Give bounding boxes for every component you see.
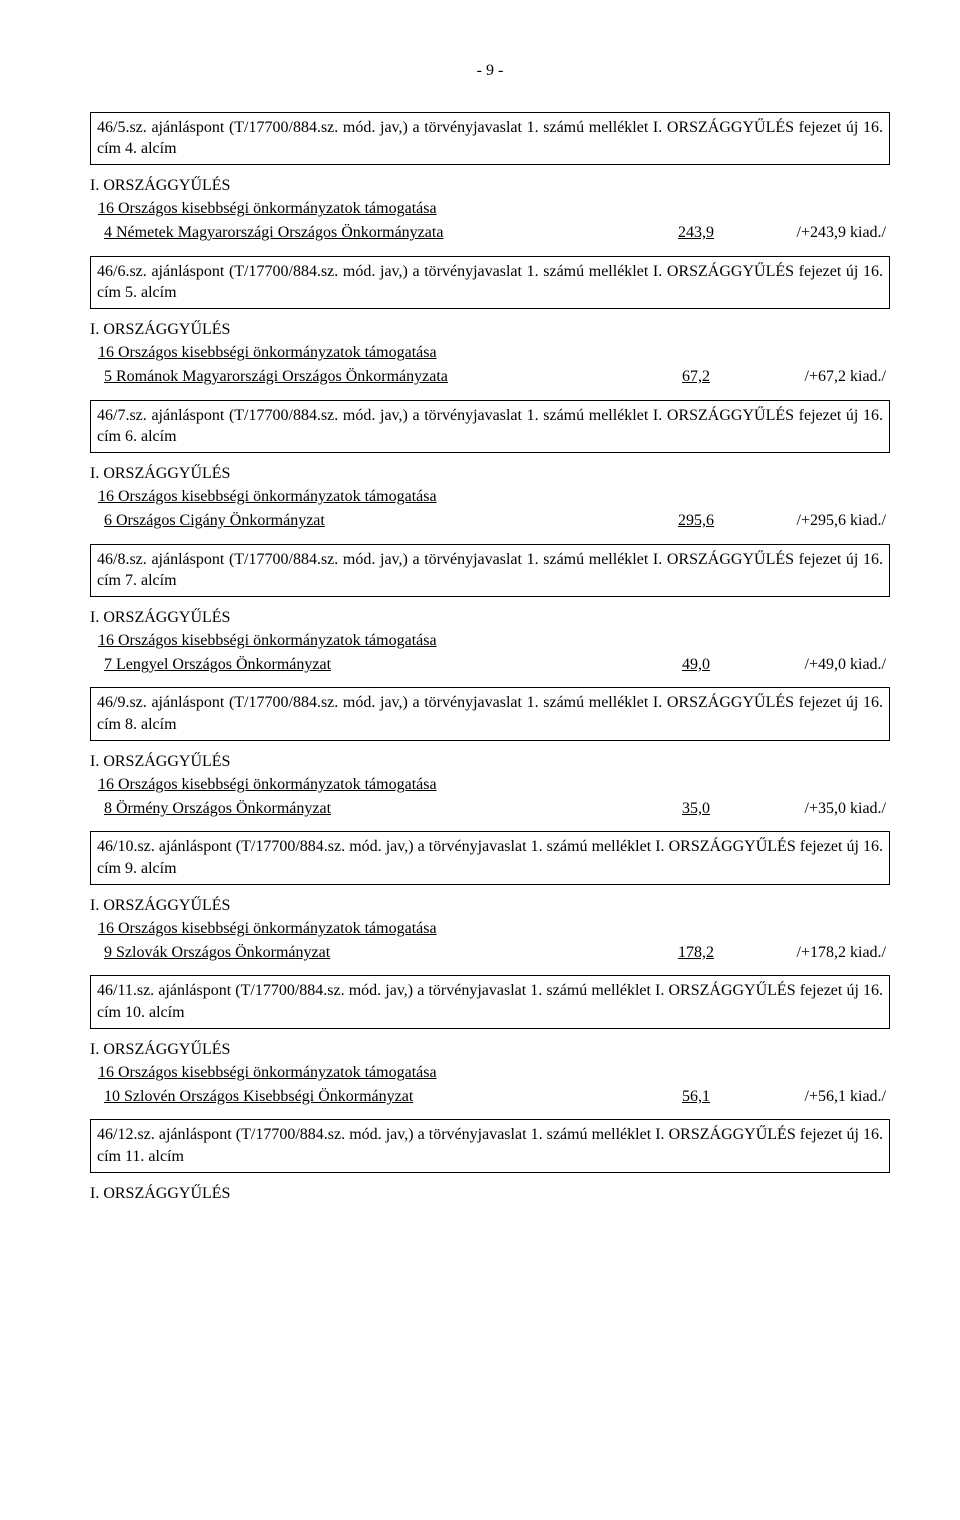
data-row: 10 Szlovén Országos Kisebbségi Önkormány…	[90, 1086, 890, 1108]
ref-number: 46/10.sz.	[97, 838, 155, 855]
ref-box: 46/12.sz. ajánláspont (T/17700/884.sz. m…	[90, 1119, 890, 1172]
detail-value: 178,2	[636, 942, 756, 964]
section-header: I. ORSZÁGGYŰLÉS	[90, 895, 890, 917]
support-line: 16 Országos kisebbségi önkormányzatok tá…	[90, 774, 890, 796]
ref-text: ajánláspont (T/17700/884.sz. mód. jav,) …	[97, 407, 883, 446]
page-number: - 9 -	[90, 60, 890, 82]
detail-value: 56,1	[636, 1086, 756, 1108]
ref-box: 46/7.sz. ajánláspont (T/17700/884.sz. mó…	[90, 400, 890, 453]
support-line: 16 Országos kisebbségi önkormányzatok tá…	[90, 1062, 890, 1084]
ref-number: 46/9.sz.	[97, 694, 147, 711]
detail-change: /+178,2 kiad./	[756, 942, 890, 964]
detail-value: 295,6	[636, 510, 756, 532]
ref-number: 46/11.sz.	[97, 982, 154, 999]
section-header: I. ORSZÁGGYŰLÉS	[90, 751, 890, 773]
ref-cim: 11. alcím	[125, 1148, 184, 1165]
detail-label: 6 Országos Cigány Önkormányzat	[90, 510, 636, 532]
ref-cim: 10. alcím	[125, 1004, 185, 1021]
ref-text: ajánláspont (T/17700/884.sz. mód. jav,) …	[97, 838, 883, 877]
ref-cim: 8. alcím	[125, 716, 177, 733]
detail-label: 5 Románok Magyarországi Országos Önkormá…	[90, 366, 636, 388]
ref-box: 46/8.sz. ajánláspont (T/17700/884.sz. mó…	[90, 544, 890, 597]
detail-label: 8 Örmény Országos Önkormányzat	[90, 798, 636, 820]
detail-change: /+35,0 kiad./	[756, 798, 890, 820]
data-row: 6 Országos Cigány Önkormányzat 295,6 /+2…	[90, 510, 890, 532]
section-header: I. ORSZÁGGYŰLÉS	[90, 1039, 890, 1061]
detail-label: 10 Szlovén Országos Kisebbségi Önkormány…	[90, 1086, 636, 1108]
detail-value: 67,2	[636, 366, 756, 388]
ref-box: 46/10.sz. ajánláspont (T/17700/884.sz. m…	[90, 831, 890, 884]
ref-box: 46/9.sz. ajánláspont (T/17700/884.sz. mó…	[90, 687, 890, 740]
ref-cim: 5. alcím	[125, 284, 177, 301]
detail-change: /+56,1 kiad./	[756, 1086, 890, 1108]
detail-label: 4 Németek Magyarországi Országos Önkormá…	[90, 222, 636, 244]
support-line: 16 Országos kisebbségi önkormányzatok tá…	[90, 198, 890, 220]
support-line: 16 Országos kisebbségi önkormányzatok tá…	[90, 342, 890, 364]
data-row: 8 Örmény Országos Önkormányzat 35,0 /+35…	[90, 798, 890, 820]
data-row: 7 Lengyel Országos Önkormányzat 49,0 /+4…	[90, 654, 890, 676]
ref-number: 46/6.sz.	[97, 263, 147, 280]
detail-value: 243,9	[636, 222, 756, 244]
ref-box: 46/6.sz. ajánláspont (T/17700/884.sz. mó…	[90, 256, 890, 309]
section-header: I. ORSZÁGGYŰLÉS	[90, 1183, 890, 1205]
detail-change: /+67,2 kiad./	[756, 366, 890, 388]
ref-cim: 9. alcím	[125, 860, 177, 877]
ref-cim: 6. alcím	[125, 428, 177, 445]
ref-box: 46/5.sz. ajánláspont (T/17700/884.sz. mó…	[90, 112, 890, 165]
support-line: 16 Országos kisebbségi önkormányzatok tá…	[90, 918, 890, 940]
section-header: I. ORSZÁGGYŰLÉS	[90, 319, 890, 341]
detail-label: 9 Szlovák Országos Önkormányzat	[90, 942, 636, 964]
detail-value: 49,0	[636, 654, 756, 676]
ref-text: ajánláspont (T/17700/884.sz. mód. jav,) …	[97, 119, 883, 158]
section-header: I. ORSZÁGGYŰLÉS	[90, 463, 890, 485]
support-line: 16 Országos kisebbségi önkormányzatok tá…	[90, 486, 890, 508]
support-line: 16 Országos kisebbségi önkormányzatok tá…	[90, 630, 890, 652]
ref-box: 46/11.sz. ajánláspont (T/17700/884.sz. m…	[90, 975, 890, 1028]
section-header: I. ORSZÁGGYŰLÉS	[90, 175, 890, 197]
ref-cim: 4. alcím	[125, 140, 177, 157]
ref-number: 46/7.sz.	[97, 407, 147, 424]
detail-change: /+49,0 kiad./	[756, 654, 890, 676]
ref-number: 46/12.sz.	[97, 1126, 155, 1143]
data-row: 9 Szlovák Országos Önkormányzat 178,2 /+…	[90, 942, 890, 964]
ref-text: ajánláspont (T/17700/884.sz. mód. jav,) …	[97, 1126, 883, 1165]
data-row: 5 Románok Magyarországi Országos Önkormá…	[90, 366, 890, 388]
detail-change: /+243,9 kiad./	[756, 222, 890, 244]
detail-value: 35,0	[636, 798, 756, 820]
ref-number: 46/8.sz.	[97, 551, 147, 568]
data-row: 4 Németek Magyarországi Országos Önkormá…	[90, 222, 890, 244]
ref-number: 46/5.sz.	[97, 119, 147, 136]
ref-text: ajánláspont (T/17700/884.sz. mód. jav,) …	[97, 694, 883, 733]
ref-text: ajánláspont (T/17700/884.sz. mód. jav,) …	[97, 551, 883, 590]
section-header: I. ORSZÁGGYŰLÉS	[90, 607, 890, 629]
ref-cim: 7. alcím	[125, 572, 177, 589]
ref-text: ajánláspont (T/17700/884.sz. mód. jav,) …	[97, 263, 883, 302]
detail-change: /+295,6 kiad./	[756, 510, 890, 532]
ref-text: ajánláspont (T/17700/884.sz. mód. jav,) …	[97, 982, 883, 1021]
detail-label: 7 Lengyel Országos Önkormányzat	[90, 654, 636, 676]
